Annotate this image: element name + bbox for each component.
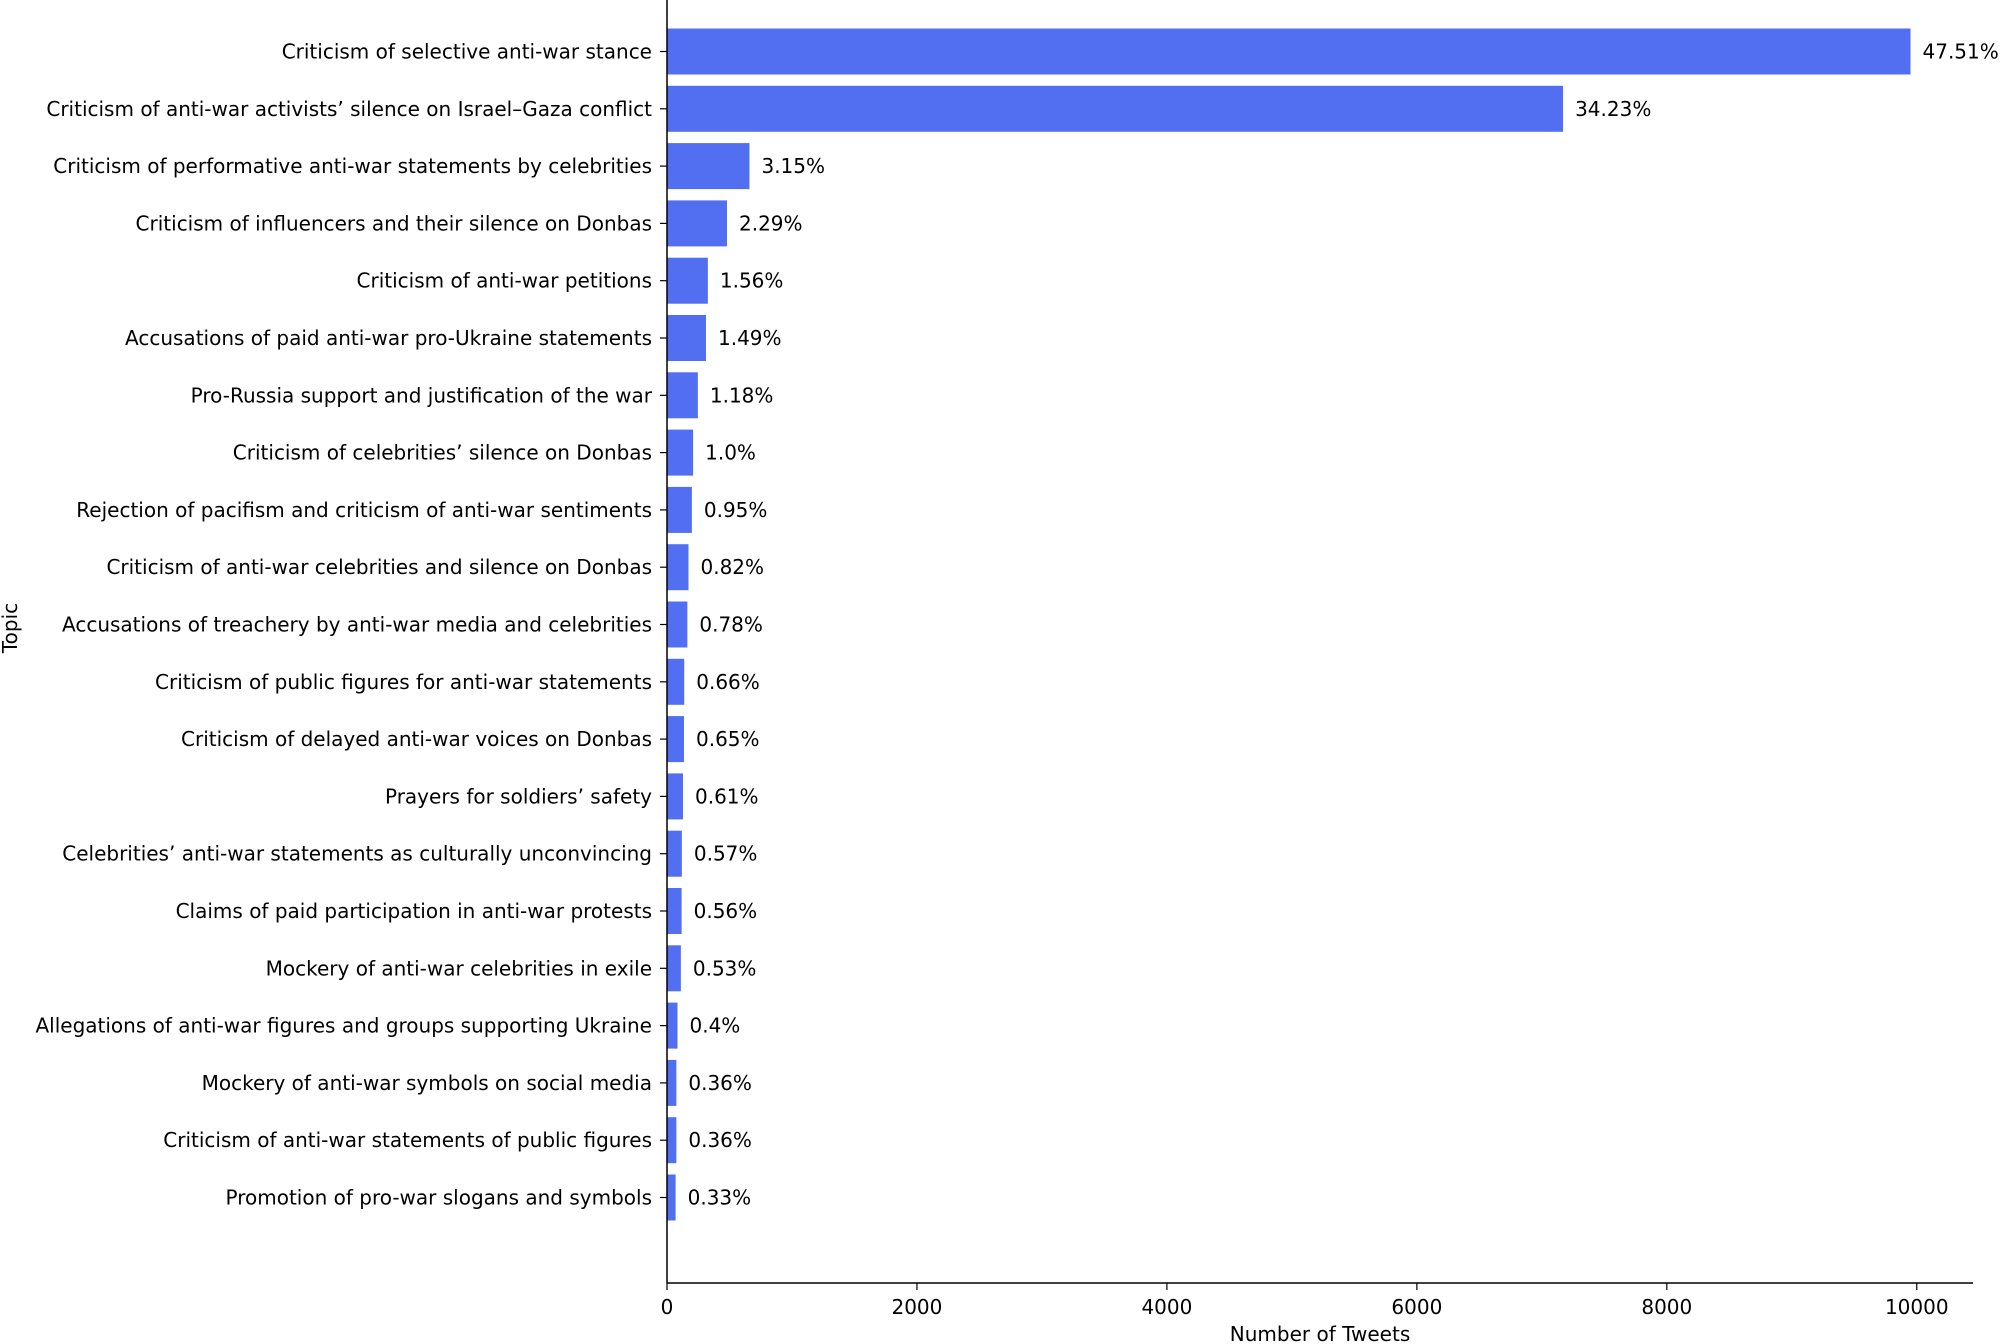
category-tick-label: Rejection of pacifism and criticism of a…	[76, 498, 652, 522]
bar-value-label: 0.4%	[690, 1014, 741, 1038]
bar-value-label: 0.66%	[696, 670, 760, 694]
x-ticks-layer: 0 2000 4000 6000 8000 10000	[661, 1283, 1949, 1319]
category-tick-label: Pro-Russia support and justification of …	[191, 383, 653, 407]
category-tick-label: Criticism of public figures for anti-war…	[155, 670, 652, 694]
category-tick-label: Criticism of anti-war activists’ silence…	[46, 97, 652, 121]
x-tick-label: 4000	[1141, 1295, 1192, 1319]
category-tick-label: Accusations of paid anti-war pro-Ukraine…	[125, 326, 652, 350]
bars-layer	[667, 28, 1911, 1221]
bar-value-label: 1.18%	[710, 383, 774, 407]
bar	[667, 486, 692, 533]
bar	[667, 1117, 677, 1164]
bar-value-label: 47.51%	[1923, 40, 1999, 64]
y-axis-label: Topic	[0, 603, 22, 654]
category-labels-layer: Criticism of selective anti-war stance Cr…	[35, 40, 667, 1210]
bar	[667, 658, 685, 705]
category-tick-label: Promotion of pro-war slogans and symbols	[226, 1186, 653, 1210]
bar-value-label: 0.56%	[694, 899, 758, 923]
category-tick-label: Criticism of anti-war petitions	[357, 269, 652, 293]
bar-value-label: 2.29%	[739, 211, 803, 235]
category-tick-label: Criticism of selective anti-war stance	[282, 40, 652, 64]
x-tick-label: 10000	[1885, 1295, 1949, 1319]
bar-value-label: 0.57%	[694, 842, 758, 866]
bar	[667, 888, 682, 934]
bar	[667, 601, 688, 648]
bar-value-label: 0.36%	[688, 1071, 752, 1095]
bar	[667, 257, 708, 304]
bar-value-label: 1.56%	[720, 269, 784, 293]
bar-value-label: 0.53%	[693, 956, 757, 980]
bar-value-label: 34.23%	[1575, 97, 1651, 121]
bar	[667, 1174, 676, 1221]
bar	[667, 315, 706, 361]
bar-value-label: 0.61%	[695, 784, 759, 808]
x-tick-label: 0	[661, 1295, 674, 1319]
bar-value-label: 0.36%	[688, 1128, 752, 1152]
bar-value-label: 0.78%	[699, 613, 763, 637]
bar	[667, 1059, 677, 1106]
category-tick-label: Criticism of anti-war statements of publ…	[163, 1128, 652, 1152]
category-tick-label: Claims of paid participation in anti-war…	[176, 899, 652, 923]
x-tick-label: 6000	[1391, 1295, 1442, 1319]
category-tick-label: Criticism of delayed anti-war voices on …	[181, 727, 652, 751]
x-axis-label: Number of Tweets	[1230, 1322, 1410, 1344]
category-tick-label: Criticism of anti-war celebrities and si…	[106, 555, 652, 579]
bar-value-label: 0.65%	[696, 727, 760, 751]
category-tick-label: Celebrities’ anti-war statements as cult…	[62, 842, 652, 866]
bar-value-label: 1.49%	[718, 326, 782, 350]
bar	[667, 716, 684, 763]
category-tick-label: Mockery of anti-war symbols on social me…	[202, 1071, 652, 1095]
bar	[667, 372, 698, 419]
bar	[667, 429, 694, 476]
bar	[667, 200, 727, 247]
bar	[667, 28, 1911, 75]
category-tick-label: Criticism of influencers and their silen…	[136, 211, 652, 235]
bar-value-label: 0.95%	[704, 498, 768, 522]
x-tick-label: 2000	[891, 1295, 942, 1319]
bar	[667, 945, 681, 992]
category-tick-label: Criticism of celebrities’ silence on Don…	[233, 441, 652, 465]
category-tick-label: Mockery of anti-war celebrities in exile	[266, 956, 652, 980]
bar-value-label: 0.82%	[701, 555, 765, 579]
bar-value-label: 3.15%	[761, 154, 825, 178]
axes-layer	[666, 0, 1973, 1284]
x-tick-label: 8000	[1641, 1295, 1692, 1319]
bar	[667, 544, 689, 591]
bar-value-label: 1.0%	[705, 441, 756, 465]
category-tick-label: Criticism of performative anti-war state…	[53, 154, 652, 178]
bar	[667, 85, 1564, 132]
category-tick-label: Allegations of anti-war figures and grou…	[35, 1014, 652, 1038]
bar	[667, 143, 750, 190]
bar	[667, 773, 683, 820]
category-tick-label: Accusations of treachery by anti-war med…	[62, 613, 652, 637]
bar	[667, 1002, 678, 1049]
bar-value-label: 0.33%	[688, 1186, 752, 1210]
category-tick-label: Prayers for soldiers’ safety	[385, 784, 652, 808]
bar	[667, 830, 682, 877]
value-labels-layer: 47.51% 34.23% 3.15% 2.29% 1.56% 1.49% 1.18% 1.0…	[688, 40, 1999, 1210]
